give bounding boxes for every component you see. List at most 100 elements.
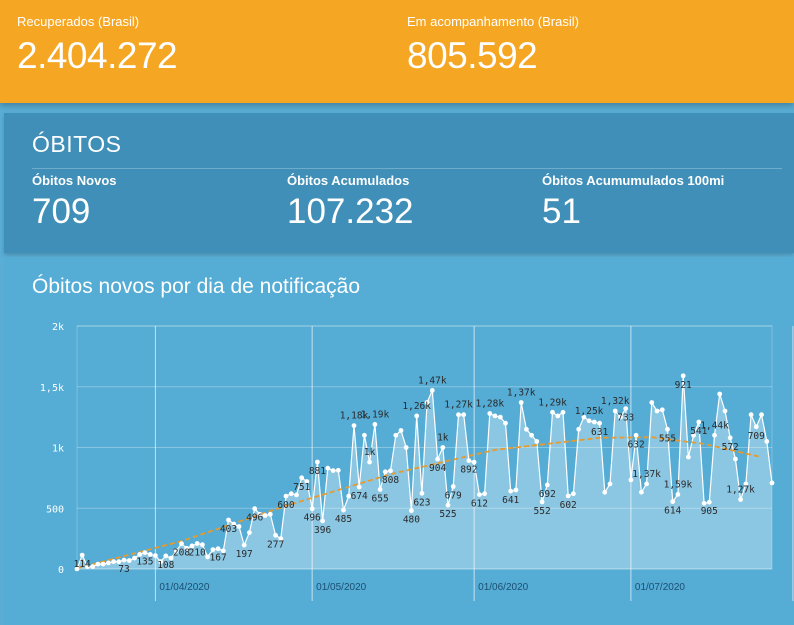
data-point — [623, 406, 629, 411]
data-point — [550, 409, 555, 415]
data-label: 1,59k — [664, 479, 693, 490]
data-point — [429, 388, 435, 393]
data-point — [288, 491, 294, 497]
x-tick-label: 01/04/2020 — [159, 582, 209, 593]
data-point — [571, 491, 576, 497]
data-label: 881 — [309, 466, 326, 477]
data-label: 612 — [471, 499, 488, 510]
data-point — [492, 413, 498, 419]
data-point — [414, 413, 420, 419]
data-point — [424, 400, 430, 405]
data-point — [346, 493, 352, 499]
data-point — [341, 507, 346, 513]
data-point — [576, 426, 582, 432]
data-point — [597, 420, 602, 426]
data-point — [173, 548, 179, 554]
data-point — [79, 552, 85, 558]
data-point — [639, 489, 644, 495]
data-point — [231, 521, 237, 527]
deaths-title: ÓBITOS — [32, 131, 122, 157]
data-label: 480 — [403, 515, 420, 526]
data-point — [456, 412, 461, 418]
trend-line — [76, 436, 762, 570]
data-label: 751 — [293, 482, 310, 493]
data-label: 623 — [413, 497, 430, 508]
data-point — [226, 517, 231, 523]
chart-card: Óbitos novos por dia de notificação 0 500… — [4, 257, 794, 625]
data-point — [252, 506, 258, 512]
data-label: 1,27k — [444, 400, 473, 411]
x-tick-label: 01/07/2020 — [635, 582, 685, 593]
recovered-value: 2.404.272 — [17, 35, 178, 76]
data-label: 403 — [220, 524, 237, 535]
x-tick-label: 01/05/2020 — [316, 582, 366, 593]
daily-deaths-chart[interactable]: 0 500 1k 1,5k 2k 01/04/2020 01/05/2020 01/06/20… — [4, 257, 794, 625]
data-point — [471, 459, 477, 465]
new-deaths-stat: Óbitos Novos 709 — [32, 173, 117, 232]
data-point — [95, 561, 101, 567]
deaths-per-100k-label: Óbitos Acumumulados 100mi — [542, 173, 725, 188]
data-point — [100, 561, 106, 567]
data-label: 709 — [748, 431, 765, 442]
data-point — [111, 559, 116, 565]
data-point — [706, 499, 712, 505]
data-label: 692 — [539, 489, 556, 500]
data-point — [743, 481, 749, 487]
data-point — [717, 391, 723, 397]
data-point — [356, 484, 362, 490]
recovered-label: Recuperados (Brasil) — [17, 14, 140, 29]
y-tick-label: 1,5k — [40, 383, 64, 394]
data-point — [581, 414, 587, 420]
data-point — [299, 475, 305, 481]
data-point — [147, 552, 153, 557]
data-point — [126, 558, 132, 563]
y-tick-label: 2k — [52, 322, 64, 333]
deaths-per-100k-value: 51 — [542, 192, 581, 231]
recovered-stat: Recuperados (Brasil) 2.404.272 — [17, 14, 178, 77]
data-point — [137, 552, 143, 557]
data-point — [220, 548, 226, 554]
y-tick-label: 500 — [46, 504, 64, 515]
data-point — [90, 564, 96, 569]
data-point — [142, 550, 148, 555]
data-label: 208 — [173, 548, 190, 559]
data-point — [435, 456, 440, 462]
data-point — [330, 468, 336, 473]
data-point — [335, 467, 341, 473]
data-point — [513, 487, 519, 493]
data-label: 733 — [617, 413, 634, 424]
data-point — [602, 489, 608, 495]
data-point — [205, 554, 211, 560]
data-point — [591, 419, 597, 425]
data-point — [106, 560, 111, 566]
data-point — [633, 432, 639, 438]
data-point — [377, 487, 383, 492]
data-point — [257, 511, 263, 517]
data-point — [283, 493, 289, 499]
data-point — [518, 400, 524, 405]
data-point — [210, 547, 216, 552]
data-label: 572 — [722, 442, 739, 453]
data-point — [158, 559, 164, 565]
data-point — [184, 545, 190, 551]
top-summary-card: Recuperados (Brasil) 2.404.272 Em acompa… — [0, 0, 794, 103]
data-label: 1,37k — [632, 469, 661, 480]
data-label: 921 — [675, 380, 692, 391]
data-label: 808 — [382, 475, 399, 486]
y-tick-label: 1k — [52, 444, 64, 455]
data-point — [163, 553, 169, 559]
data-point — [409, 508, 414, 514]
monitoring-label: Em acompanhamento (Brasil) — [407, 14, 579, 29]
data-label: 277 — [267, 539, 284, 550]
data-point — [440, 445, 446, 450]
cumulative-deaths-value: 107.232 — [287, 192, 414, 231]
data-point — [497, 414, 503, 420]
data-point — [309, 506, 315, 512]
data-point — [670, 499, 676, 504]
data-point — [508, 488, 514, 494]
x-tick-label: 01/06/2020 — [478, 582, 528, 593]
data-label: 905 — [701, 506, 718, 517]
data-point — [367, 459, 372, 465]
data-label: 602 — [560, 500, 577, 511]
data-point — [320, 518, 325, 524]
